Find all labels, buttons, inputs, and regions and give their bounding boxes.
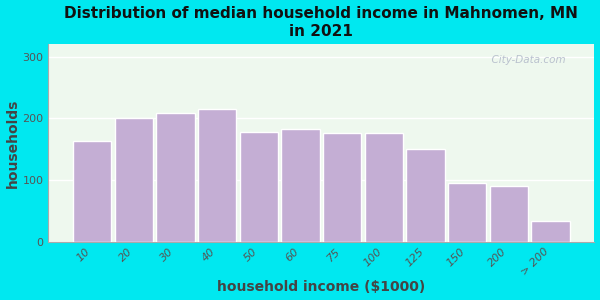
- Bar: [323, 133, 361, 242]
- Title: Distribution of median household income in Mahnomen, MN
in 2021: Distribution of median household income …: [64, 6, 578, 39]
- Bar: [198, 109, 236, 242]
- Bar: [73, 141, 112, 242]
- Bar: [406, 149, 445, 242]
- Bar: [532, 221, 569, 242]
- Bar: [448, 183, 487, 242]
- Bar: [281, 129, 320, 242]
- Text: City-Data.com: City-Data.com: [485, 55, 566, 65]
- X-axis label: household income ($1000): household income ($1000): [217, 280, 425, 294]
- Bar: [490, 186, 528, 242]
- Bar: [240, 132, 278, 242]
- Bar: [115, 118, 153, 242]
- Y-axis label: households: households: [5, 98, 20, 188]
- Bar: [365, 133, 403, 242]
- Bar: [157, 113, 195, 242]
